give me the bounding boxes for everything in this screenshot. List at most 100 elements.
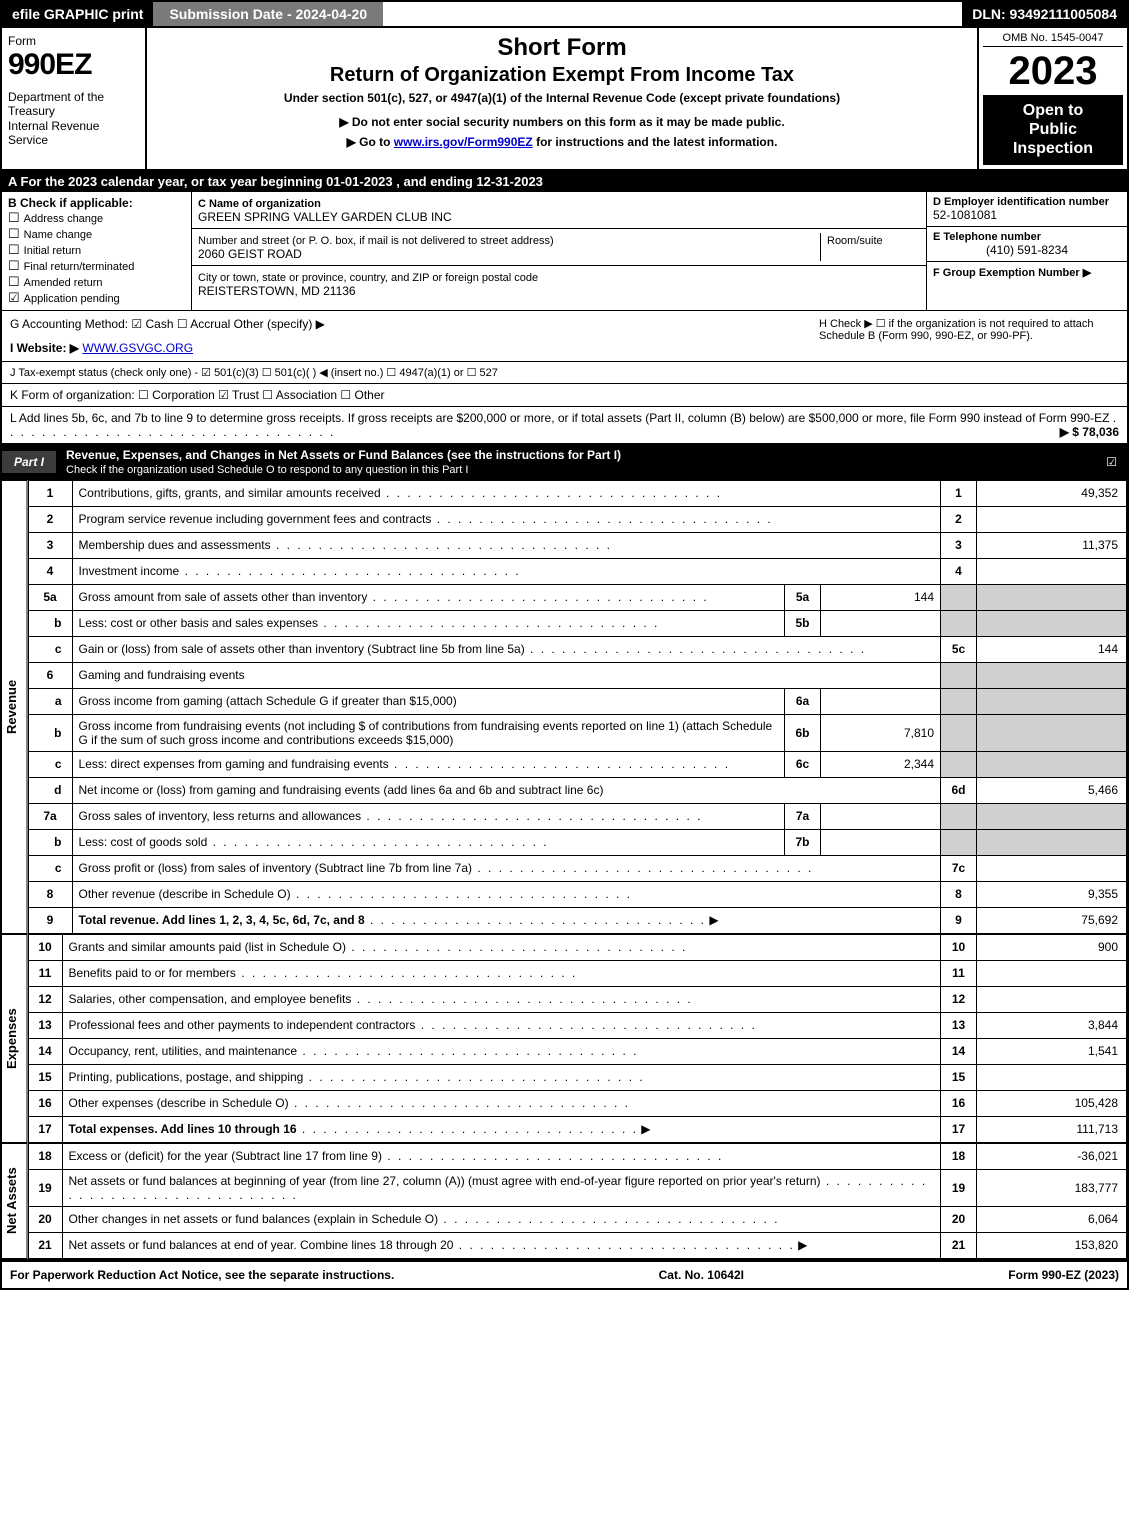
- l6a-desc: Gross income from gaming (attach Schedul…: [79, 694, 457, 708]
- d-label: D Employer identification number: [933, 196, 1121, 208]
- line-a: A For the 2023 calendar year, or tax yea…: [0, 171, 1129, 192]
- table-row: 19Net assets or fund balances at beginni…: [28, 1169, 1126, 1206]
- dots-icon: [291, 887, 632, 901]
- dots-icon: [438, 1212, 779, 1226]
- dots-icon: [431, 512, 772, 526]
- l5a-desc: Gross amount from sale of assets other t…: [79, 590, 368, 604]
- note-ssn: ▶ Do not enter social security numbers o…: [157, 115, 967, 129]
- table-row: 4Investment income4: [28, 558, 1126, 584]
- header-mid: Short Form Return of Organization Exempt…: [147, 28, 977, 169]
- chk-address-change[interactable]: Address change: [8, 210, 185, 226]
- sidelabel-expenses: Expenses: [2, 934, 28, 1143]
- l6c-val: 2,344: [821, 751, 941, 777]
- netassets-section: Net Assets 18Excess or (deficit) for the…: [0, 1143, 1129, 1261]
- dots-icon: [351, 992, 692, 1006]
- l5b-desc: Less: cost or other basis and sales expe…: [79, 616, 318, 630]
- l6c-desc: Less: direct expenses from gaming and fu…: [79, 757, 389, 771]
- table-row: 20Other changes in net assets or fund ba…: [28, 1206, 1126, 1232]
- table-row: 9Total revenue. Add lines 1, 2, 3, 4, 5c…: [28, 907, 1126, 933]
- table-row: 5aGross amount from sale of assets other…: [28, 584, 1126, 610]
- l5a-val: 144: [821, 584, 941, 610]
- l11-val: [977, 960, 1127, 986]
- l6b-val: 7,810: [821, 714, 941, 751]
- part1-title: Revenue, Expenses, and Changes in Net As…: [56, 444, 1106, 480]
- chk-initial-return[interactable]: Initial return: [8, 242, 185, 258]
- chk-name-change[interactable]: Name change: [8, 226, 185, 242]
- sidelabel-revenue: Revenue: [2, 480, 28, 934]
- footer-right: Form 990-EZ (2023): [1008, 1268, 1119, 1282]
- l5c-val: 144: [977, 636, 1127, 662]
- line-h: H Check ▶ ☐ if the organization is not r…: [819, 317, 1119, 355]
- table-row: cGross profit or (loss) from sales of in…: [28, 855, 1126, 881]
- website-link[interactable]: WWW.GSVGC.ORG: [82, 341, 193, 355]
- i-label: I Website: ▶: [10, 341, 79, 355]
- table-row: bLess: cost of goods sold7b: [28, 829, 1126, 855]
- header-left: Form 990EZ Department of the Treasury In…: [2, 28, 147, 169]
- table-row: bGross income from fundraising events (n…: [28, 714, 1126, 751]
- irs-link[interactable]: www.irs.gov/Form990EZ: [394, 135, 533, 149]
- c-city-label: City or town, state or province, country…: [198, 272, 538, 284]
- l6a-val: [821, 688, 941, 714]
- c-street-label: Number and street (or P. O. box, if mail…: [198, 235, 554, 247]
- footer-catno: Cat. No. 10642I: [394, 1268, 1008, 1282]
- chk-final-return[interactable]: Final return/terminated: [8, 258, 185, 274]
- dln: DLN: 93492111005084: [962, 2, 1127, 26]
- efile-label: efile GRAPHIC print: [2, 2, 153, 26]
- chk-application-pending[interactable]: Application pending: [8, 290, 185, 306]
- table-row: 16Other expenses (describe in Schedule O…: [28, 1090, 1126, 1116]
- ein: 52-1081081: [933, 208, 1121, 222]
- dots-icon: [361, 809, 702, 823]
- part1-header: Part I Revenue, Expenses, and Changes in…: [0, 444, 1129, 480]
- dots-icon: [179, 564, 520, 578]
- chk-amended-return[interactable]: Amended return: [8, 274, 185, 290]
- title-short-form: Short Form: [157, 34, 967, 62]
- l13-val: 3,844: [977, 1012, 1127, 1038]
- l6d-desc: Net income or (loss) from gaming and fun…: [79, 783, 604, 797]
- dots-icon: [453, 1238, 794, 1252]
- table-row: 17Total expenses. Add lines 10 through 1…: [28, 1116, 1126, 1142]
- line-g: G Accounting Method: ☑ Cash ☐ Accrual Ot…: [10, 317, 811, 331]
- l13-desc: Professional fees and other payments to …: [69, 1018, 416, 1032]
- table-row: 15Printing, publications, postage, and s…: [28, 1064, 1126, 1090]
- dots-icon: [289, 1096, 630, 1110]
- l10-val: 900: [977, 934, 1127, 960]
- expenses-section: Expenses 10Grants and similar amounts pa…: [0, 934, 1129, 1143]
- table-row: 2Program service revenue including gover…: [28, 506, 1126, 532]
- table-row: 10Grants and similar amounts paid (list …: [28, 934, 1126, 960]
- table-row: cLess: direct expenses from gaming and f…: [28, 751, 1126, 777]
- line-j: J Tax-exempt status (check only one) - ☑…: [0, 362, 1129, 384]
- top-bar: efile GRAPHIC print Submission Date - 20…: [0, 0, 1129, 28]
- l7c-desc: Gross profit or (loss) from sales of inv…: [79, 861, 472, 875]
- table-row: 11Benefits paid to or for members11: [28, 960, 1126, 986]
- l12-val: [977, 986, 1127, 1012]
- l14-val: 1,541: [977, 1038, 1127, 1064]
- dots-icon: [297, 1044, 638, 1058]
- table-row: 13Professional fees and other payments t…: [28, 1012, 1126, 1038]
- l3-desc: Membership dues and assessments: [79, 538, 271, 552]
- part1-checkbox[interactable]: ☑: [1106, 455, 1127, 469]
- l3-val: 11,375: [977, 532, 1127, 558]
- section-def: D Employer identification number 52-1081…: [927, 192, 1127, 310]
- part1-title-text: Revenue, Expenses, and Changes in Net As…: [66, 448, 621, 462]
- l8-val: 9,355: [977, 881, 1127, 907]
- dots-icon: [346, 940, 687, 954]
- line-k: K Form of organization: ☐ Corporation ☑ …: [0, 384, 1129, 407]
- dots-icon: [365, 913, 706, 927]
- form-header: Form 990EZ Department of the Treasury In…: [0, 28, 1129, 171]
- org-name: GREEN SPRING VALLEY GARDEN CLUB INC: [198, 210, 452, 224]
- room-label: Room/suite: [827, 235, 883, 247]
- l2-desc: Program service revenue including govern…: [79, 512, 432, 526]
- table-row: cGain or (loss) from sale of assets othe…: [28, 636, 1126, 662]
- l12-desc: Salaries, other compensation, and employ…: [69, 992, 352, 1006]
- revenue-table: 1Contributions, gifts, grants, and simil…: [28, 480, 1127, 934]
- l8-desc: Other revenue (describe in Schedule O): [79, 887, 291, 901]
- table-row: 18Excess or (deficit) for the year (Subt…: [28, 1143, 1126, 1169]
- l-amount: ▶ $ 78,036: [1060, 425, 1119, 439]
- sidelabel-netassets: Net Assets: [2, 1143, 28, 1259]
- line-i: I Website: ▶ WWW.GSVGC.ORG: [10, 341, 811, 355]
- dots-icon: [472, 861, 813, 875]
- org-city: REISTERSTOWN, MD 21136: [198, 284, 356, 298]
- l1-desc: Contributions, gifts, grants, and simila…: [79, 486, 381, 500]
- arrow-icon: ▶: [795, 1238, 808, 1252]
- table-row: dNet income or (loss) from gaming and fu…: [28, 777, 1126, 803]
